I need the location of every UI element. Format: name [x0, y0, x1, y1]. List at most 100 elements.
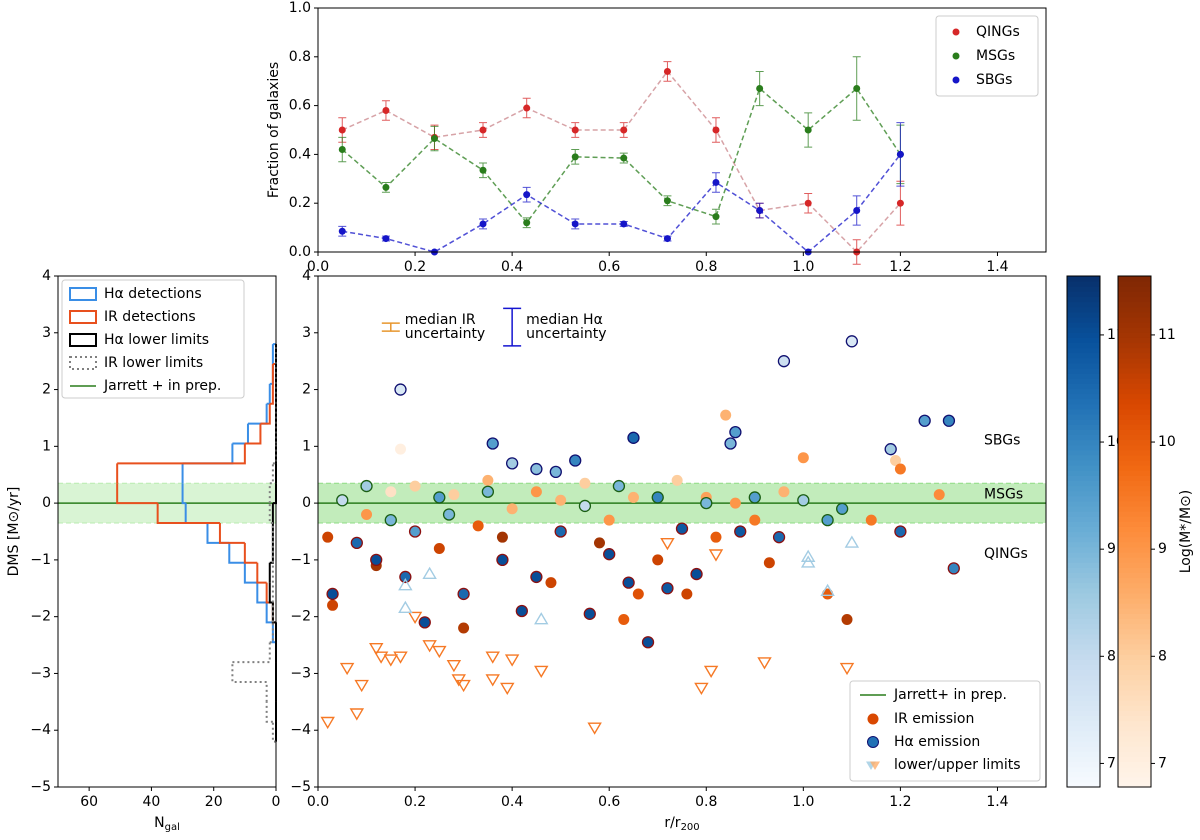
colorbar-cell [1067, 628, 1100, 635]
point [661, 582, 674, 595]
colorbar-tick-label: 8 [1107, 648, 1116, 664]
colorbar-cell [1118, 679, 1151, 686]
colorbar-cell [1067, 347, 1100, 354]
x-axis-label-main: r/r [664, 815, 680, 831]
x-tick-label: 0.6 [598, 794, 620, 810]
colorbar-cell [1067, 505, 1100, 512]
colorbar-tick-label: 11 [1158, 327, 1176, 343]
colorbar-cell [1118, 546, 1151, 553]
x-tick-label: 0.0 [307, 794, 329, 810]
colorbar-cell [1118, 511, 1151, 517]
legend-swatch [69, 310, 97, 324]
point [627, 431, 640, 444]
colorbar-cell [1118, 367, 1151, 374]
colorbar-cell [1067, 485, 1100, 492]
colorbar-cell [1067, 465, 1100, 471]
colorbar-cell [1067, 725, 1100, 732]
legend-label: Hα emission [894, 734, 980, 750]
point [853, 207, 861, 215]
colorbar-cell [1067, 562, 1100, 568]
colorbar-cell [1067, 700, 1100, 706]
limit-point [383, 654, 399, 667]
y-tick-label: 0.8 [289, 49, 311, 65]
point [382, 183, 390, 191]
colorbar-cell [1067, 546, 1100, 553]
colorbar-tick-label: 7 [1107, 755, 1116, 771]
colorbar-cell [1067, 454, 1100, 461]
point [729, 425, 742, 439]
point [748, 491, 761, 504]
colorbar-cell [1067, 408, 1100, 415]
point [710, 531, 722, 543]
colorbar-cell [1118, 643, 1151, 650]
colorbar-cell [1067, 582, 1100, 589]
colorbar-cell [1118, 608, 1151, 614]
limit-point [485, 651, 500, 664]
x-tick-label: 0.6 [598, 259, 620, 275]
limit-point [504, 654, 520, 667]
hist-step [244, 423, 262, 445]
y-tick-label: 1 [42, 438, 51, 454]
legend-label: lower/upper limits [894, 757, 1021, 773]
point [853, 85, 861, 93]
median-uncertainty [503, 307, 522, 347]
axes-frame [317, 275, 1047, 788]
limit-point [534, 665, 549, 678]
colorbar-cell [1067, 674, 1100, 681]
colorbar-cell [1067, 296, 1100, 303]
point [361, 508, 373, 520]
legend-swatch [69, 287, 97, 301]
colorbar-cell [1067, 276, 1100, 282]
colorbar-cell [1067, 383, 1100, 390]
colorbar-cell [1118, 562, 1151, 568]
point [569, 454, 582, 467]
colorbar-cell [1118, 674, 1151, 681]
colorbar-cell [1118, 730, 1151, 737]
colorbar-cell [1067, 551, 1100, 558]
y-tick-label: 0 [42, 495, 51, 511]
legend-marker [870, 761, 880, 770]
limit-point [446, 660, 462, 673]
x-axis-label: Ngal [154, 815, 180, 833]
hist-step [266, 383, 271, 405]
point [663, 235, 671, 243]
y-tick-label: −3 [30, 665, 51, 681]
colorbar-cell [1118, 286, 1151, 292]
x-tick-label: 0.4 [501, 794, 523, 810]
point [712, 213, 720, 221]
colorbar-cell [1118, 536, 1151, 543]
colorbar-cell [1067, 352, 1100, 359]
colorbar-cell [1067, 577, 1100, 584]
y-tick-label: −1 [290, 552, 311, 568]
point [620, 126, 628, 134]
colorbar-tick-label: 9 [1107, 541, 1116, 557]
colorbar-cell [1118, 459, 1151, 466]
legend-label: Jarrett+ in prep. [893, 687, 1007, 703]
point [523, 191, 531, 199]
legend-label: Jarrett + in prep. [103, 378, 221, 394]
limit-point [800, 549, 816, 562]
point [338, 126, 346, 134]
x-axis-label-main: N [154, 815, 164, 831]
hist-step [156, 503, 220, 524]
colorbar-cell [1118, 705, 1151, 711]
colorbar-cell [1067, 669, 1100, 676]
colorbar-cell [1067, 766, 1100, 773]
colorbar-cell [1118, 419, 1151, 425]
colorbar-cell [1067, 746, 1100, 752]
colorbar-cell [1118, 592, 1151, 599]
x-tick-label: 0.8 [695, 259, 717, 275]
colorbar-cell [1067, 623, 1100, 630]
point [603, 548, 616, 561]
colorbar-cell [1118, 429, 1151, 436]
colorbar-cell [1118, 776, 1151, 783]
point [933, 489, 945, 501]
y-tick-label: −4 [290, 722, 311, 738]
point [382, 106, 390, 114]
point [918, 414, 931, 427]
colorbar-cell [1067, 388, 1100, 395]
point [571, 220, 579, 228]
x-tick-label: 1.2 [889, 794, 911, 810]
colorbar-cell [1118, 434, 1151, 441]
point [712, 178, 720, 186]
